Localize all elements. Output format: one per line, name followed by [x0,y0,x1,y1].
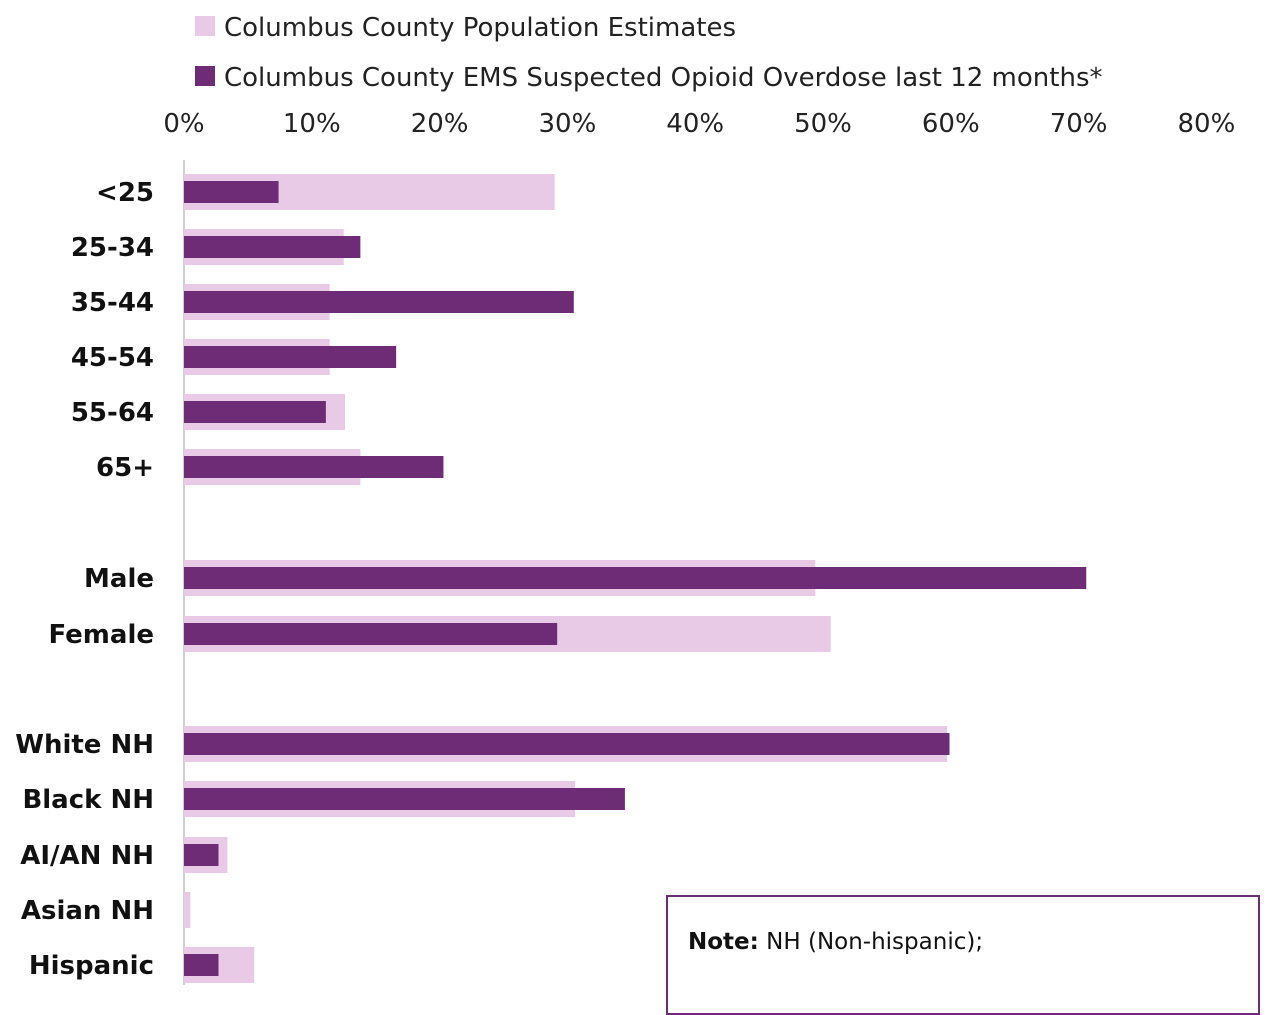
x-tick-label: 50% [794,109,852,139]
bar-ems [184,567,1087,589]
bar-ems [184,236,361,258]
chart: Columbus County Population Estimates Col… [15,13,1235,985]
x-axis-ticks: 0% 10% 20% 30% 40% 50% 60% 70% 80% [163,109,1235,139]
bar-ems [184,291,574,313]
x-tick-label: 30% [539,109,597,139]
x-tick-label: 0% [163,109,204,139]
bar-ems [184,733,950,755]
bar-ems [184,181,279,203]
category-label: Black NH [22,785,154,815]
bar-ems [184,401,326,423]
x-tick-label: 70% [1050,109,1108,139]
bars [184,174,1087,983]
note-content: NH (Non-hispanic); [758,929,984,955]
legend-swatch-population [195,16,215,36]
category-label: Hispanic [29,951,154,981]
x-tick-label: 60% [922,109,980,139]
x-tick-label: 10% [283,109,341,139]
bar-population [184,892,191,928]
x-tick-label: 40% [666,109,724,139]
bar-ems [184,623,558,645]
bar-ems [184,788,625,810]
category-label: 65+ [96,453,154,483]
category-label: Female [48,620,154,650]
category-label: <25 [96,178,154,208]
category-label: 25-34 [71,233,154,263]
note-text: Note: NH (Non-hispanic); [688,929,983,955]
bar-ems [184,346,397,368]
legend-label-ems: Columbus County EMS Suspected Opioid Ove… [224,63,1103,93]
category-labels: <25 25-34 35-44 45-54 55-64 65+ Male Female Whit… [15,178,154,981]
note-label: Note: [688,929,759,955]
legend: Columbus County Population Estimates Col… [195,13,1103,93]
bar-ems [184,456,444,478]
category-label: Male [84,564,154,594]
category-label: White NH [15,730,154,760]
legend-label-population: Columbus County Population Estimates [224,13,736,43]
legend-swatch-ems [195,66,215,86]
bar-ems [184,844,219,866]
x-tick-label: 20% [411,109,469,139]
note-box: Note: NH (Non-hispanic); [666,895,1260,1015]
x-tick-label: 80% [1178,109,1236,139]
category-label: Asian NH [21,896,154,926]
category-label: 45-54 [71,343,154,373]
category-label: 35-44 [71,288,154,318]
category-label: 55-64 [71,398,154,428]
bar-ems [184,954,219,976]
category-label: AI/AN NH [20,841,154,871]
